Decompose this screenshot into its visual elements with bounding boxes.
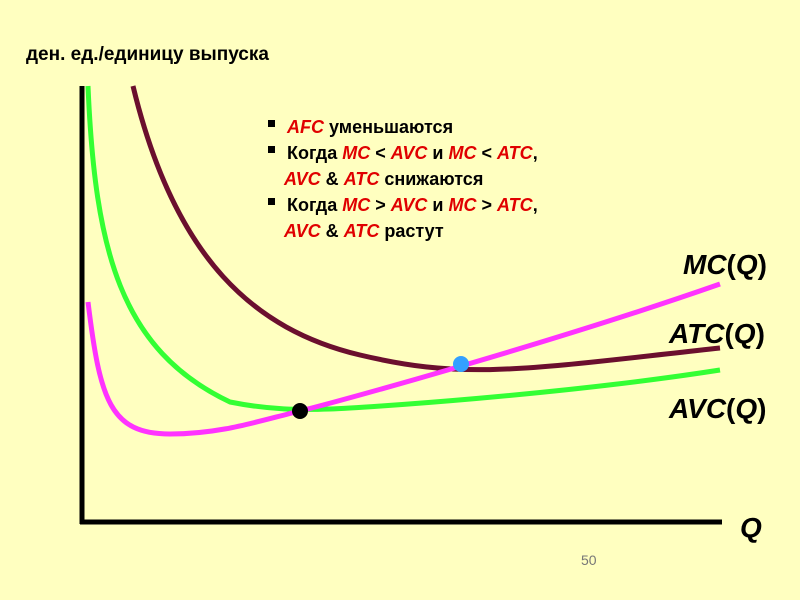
term-avc: AVC (284, 221, 321, 241)
operator: & (320, 169, 344, 189)
q-var: Q (735, 393, 758, 424)
operator: < (476, 143, 498, 163)
avc-curve (85, 85, 721, 412)
bullet-mc-less: Когда MC < AVC и MC < ATC, (268, 140, 538, 166)
bullet-mc-less-cont: AVC & ATC снижаются (268, 166, 538, 192)
term-mc: MC (448, 143, 477, 163)
term-avc: AVC (390, 195, 428, 215)
bullet-mc-greater-cont: AVC & ATC растут (268, 218, 538, 244)
min-avc-point (292, 403, 308, 419)
bullet-text: снижаются (379, 169, 484, 189)
term-atc: ATC (497, 195, 533, 215)
paren: ) (755, 318, 765, 349)
q-var: Q (733, 318, 756, 349)
bullet-square-icon (268, 198, 275, 205)
term-atc: ATC (343, 221, 380, 241)
atc-curve-label: ATC(Q) (669, 318, 765, 350)
paren: ) (757, 249, 767, 280)
term-mc: MC (342, 195, 371, 215)
min-atc-point (453, 356, 469, 372)
bullet-text: Когда (287, 143, 343, 163)
punctuation: , (532, 195, 538, 215)
mc-curve-label: MC(Q) (683, 249, 767, 281)
bullet-mc-greater: Когда MC > AVC и MC > ATC, (268, 192, 538, 218)
conjunction: и (427, 195, 449, 215)
page-number: 50 (581, 552, 597, 568)
bullet-square-icon (268, 120, 275, 127)
mc-curve (85, 281, 721, 437)
mc-label-text: MC (683, 249, 727, 280)
paren: ) (757, 393, 767, 424)
term-avc: AVC (284, 169, 321, 189)
operator: < (370, 143, 391, 163)
operator: & (320, 221, 344, 241)
bullet-afc: AFC уменьшаются (268, 114, 538, 140)
term-atc: ATC (497, 143, 533, 163)
paren: ( (726, 249, 736, 280)
paren: ( (726, 393, 736, 424)
y-axis-label: ден. ед./единицу выпуска (26, 44, 269, 65)
punctuation: , (532, 143, 538, 163)
operator: > (370, 195, 391, 215)
atc-label-text: ATC (669, 318, 725, 349)
bullet-text: уменьшаются (324, 117, 454, 137)
term-avc: AVC (390, 143, 428, 163)
operator: > (476, 195, 498, 215)
paren: ( (724, 318, 734, 349)
atc-curve (130, 85, 721, 373)
q-var: Q (735, 249, 758, 280)
bullet-text: Когда (287, 195, 343, 215)
avc-label-text: AVC (669, 393, 727, 424)
bullet-square-icon (268, 146, 275, 153)
x-axis-label: Q (740, 512, 762, 543)
avc-curve-label: AVC(Q) (669, 393, 766, 425)
bullet-text: растут (379, 221, 444, 241)
term-atc: ATC (343, 169, 380, 189)
conjunction: и (427, 143, 449, 163)
term-mc: MC (342, 143, 371, 163)
term-mc: MC (448, 195, 477, 215)
bullet-list: AFC уменьшаются Когда MC < AVC и MC < AT… (268, 114, 538, 244)
term-afc: AFC (287, 117, 324, 137)
